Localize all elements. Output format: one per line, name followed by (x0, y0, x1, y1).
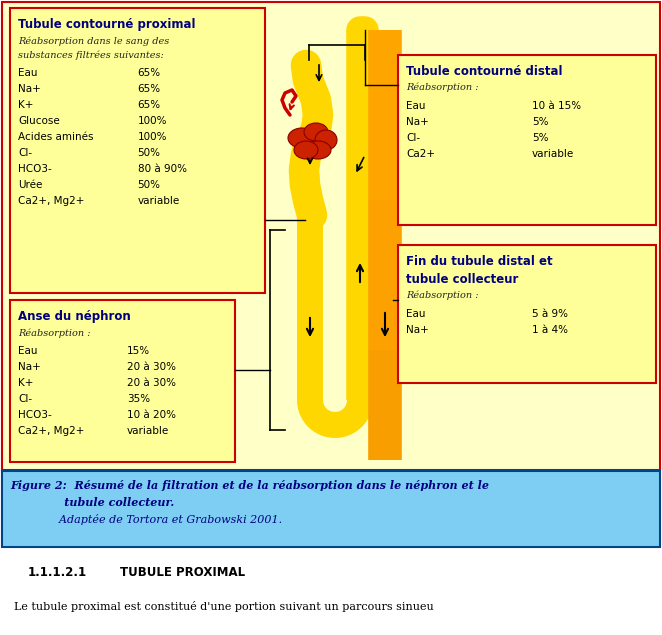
Ellipse shape (315, 130, 337, 150)
Text: 35%: 35% (127, 394, 150, 404)
Text: tubule collecteur: tubule collecteur (406, 273, 518, 286)
Text: Cl-: Cl- (18, 394, 32, 404)
FancyBboxPatch shape (2, 2, 660, 470)
Text: Na+: Na+ (18, 84, 41, 94)
Text: 100%: 100% (138, 132, 167, 142)
Text: Eau: Eau (406, 309, 426, 319)
Text: Tubule contourné distal: Tubule contourné distal (406, 65, 563, 78)
Text: 15%: 15% (127, 346, 150, 356)
Ellipse shape (304, 123, 328, 141)
Text: Adaptée de Tortora et Grabowski 2001.: Adaptée de Tortora et Grabowski 2001. (10, 514, 282, 525)
Text: 5 à 9%: 5 à 9% (532, 309, 568, 319)
Text: Réabsorption :: Réabsorption : (406, 291, 479, 300)
Text: 1.1.1.2.1: 1.1.1.2.1 (28, 566, 87, 579)
Ellipse shape (305, 141, 331, 159)
FancyBboxPatch shape (10, 8, 265, 293)
Text: 20 à 30%: 20 à 30% (127, 378, 176, 388)
Text: tubule collecteur.: tubule collecteur. (10, 497, 174, 508)
Text: Le tubule proximal est constitué d'une portion suivant un parcours sinueu: Le tubule proximal est constitué d'une p… (14, 601, 434, 612)
Text: 100%: 100% (138, 116, 167, 126)
Text: Ca2+: Ca2+ (406, 149, 435, 159)
Text: variable: variable (127, 426, 169, 436)
Text: HCO3-: HCO3- (18, 164, 52, 174)
Text: Eau: Eau (18, 346, 38, 356)
Text: 80 à 90%: 80 à 90% (138, 164, 187, 174)
Text: Réabsorption dans le sang des: Réabsorption dans le sang des (18, 36, 169, 46)
Text: substances filtrées suivantes:: substances filtrées suivantes: (18, 50, 164, 60)
Text: 10 à 20%: 10 à 20% (127, 410, 176, 420)
Text: Urée: Urée (18, 180, 42, 190)
Ellipse shape (294, 141, 318, 159)
Text: TUBULE PROXIMAL: TUBULE PROXIMAL (120, 566, 245, 579)
Text: 1 à 4%: 1 à 4% (532, 325, 568, 335)
Text: Anse du néphron: Anse du néphron (18, 310, 131, 323)
Text: Cl-: Cl- (406, 133, 420, 143)
FancyBboxPatch shape (2, 471, 660, 547)
Text: Figure 2:  Résumé de la filtration et de la réabsorption dans le néphron et le: Figure 2: Résumé de la filtration et de … (10, 480, 489, 491)
Text: 10 à 15%: 10 à 15% (532, 101, 581, 111)
Text: variable: variable (532, 149, 575, 159)
Text: 20 à 30%: 20 à 30% (127, 362, 176, 372)
Text: 5%: 5% (532, 117, 549, 127)
Text: Tubule contourné proximal: Tubule contourné proximal (18, 18, 195, 31)
Text: Cl-: Cl- (18, 148, 32, 158)
Text: Na+: Na+ (406, 325, 429, 335)
FancyBboxPatch shape (398, 245, 656, 383)
Text: Ca2+, Mg2+: Ca2+, Mg2+ (18, 196, 84, 206)
Text: Na+: Na+ (18, 362, 41, 372)
Text: Ca2+, Mg2+: Ca2+, Mg2+ (18, 426, 84, 436)
Text: Fin du tubule distal et: Fin du tubule distal et (406, 255, 553, 268)
Text: 5%: 5% (532, 133, 549, 143)
FancyBboxPatch shape (10, 300, 235, 462)
Text: Réabsorption :: Réabsorption : (406, 83, 479, 93)
Text: Glucose: Glucose (18, 116, 60, 126)
Text: 50%: 50% (138, 148, 160, 158)
Text: Eau: Eau (18, 68, 38, 78)
Text: Acides aminés: Acides aminés (18, 132, 93, 142)
Text: HCO3-: HCO3- (18, 410, 52, 420)
Text: variable: variable (138, 196, 180, 206)
Text: Réabsorption :: Réabsorption : (18, 328, 91, 337)
Text: 50%: 50% (138, 180, 160, 190)
Text: 65%: 65% (138, 68, 161, 78)
Text: 65%: 65% (138, 84, 161, 94)
Text: K+: K+ (18, 378, 33, 388)
Text: K+: K+ (18, 100, 33, 110)
FancyBboxPatch shape (398, 55, 656, 225)
Ellipse shape (288, 128, 316, 148)
Text: 65%: 65% (138, 100, 161, 110)
Text: Na+: Na+ (406, 117, 429, 127)
Text: Eau: Eau (406, 101, 426, 111)
